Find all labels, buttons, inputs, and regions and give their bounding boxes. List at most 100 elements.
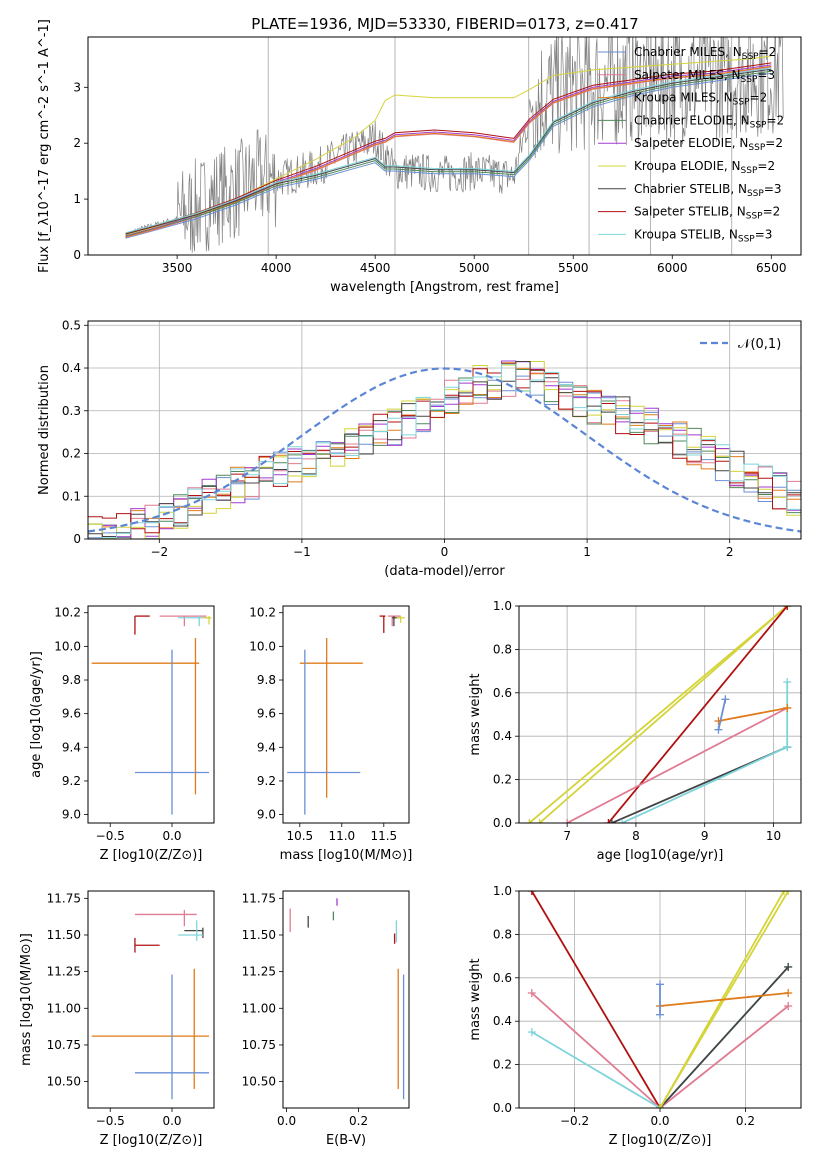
legend-subscript: SSP [747, 189, 764, 199]
mass_vs_Z-ytick-label: 11.50 [47, 928, 81, 942]
legend-count: =2 [759, 45, 777, 59]
residuals-frame [87, 320, 802, 540]
age_vs_mass-ytick-label: 9.0 [257, 808, 276, 822]
weight_vs_Z-ytick-label: 1.0 [493, 884, 512, 898]
residuals-plot-area [88, 360, 801, 539]
mass_vs_ebv-xlabel: E(B-V) [326, 1133, 366, 1148]
mass_vs_Z-ytick-label: 11.75 [47, 891, 81, 905]
weight_vs_age-axes: 7 8 9 10 0.0 0.2 0.4 0.6 0.8 1.0 age [log10(age/yr… [468, 599, 802, 863]
spectrum-ylabel: Flux [f_λ10^-17 erg cm^-2 s^-1 A^-1] [37, 19, 52, 273]
spectrum-xtick-label: 6000 [657, 261, 688, 275]
mass_vs_ebv-frame [282, 890, 410, 1109]
residuals-xtick-label: −1 [293, 545, 311, 559]
residuals-xtick-label: 0 [441, 545, 449, 559]
age_vs_Z-xtick-label: 0.0 [162, 829, 181, 843]
legend-subscript: SSP [742, 52, 759, 62]
weight_vs_age-ytick-label: 0.0 [493, 816, 512, 830]
weight_vs_Z-ytick-label: 0.6 [493, 971, 512, 985]
legend-label-chabrier_elodie: Chabrier ELODIE, NSSP=2 [634, 113, 784, 130]
weight_vs_age-line-kroupa_elodie [539, 606, 788, 823]
weight_vs_Z-ytick-label: 0.8 [493, 927, 512, 941]
weight_vs_age-ytick-label: 0.4 [493, 729, 512, 743]
spectrum-ytick-label: 0 [73, 248, 81, 262]
age_vs_Z-axes: −0.5 0.0 9.0 9.2 9.4 9.6 9.8 10.0 10.2 Z [log10(Z… [29, 605, 215, 863]
residuals-axes: −2 −1 0 1 2 0 0.1 0.2 0.3 0.4 0.5 (data-model)/erro… [37, 318, 802, 579]
weight_vs_age-line-kroupa_stelib [621, 746, 788, 823]
age_vs_Z-ytick-label: 10.2 [54, 606, 81, 620]
spectrum-plot-area [125, 37, 784, 255]
weight_vs_age-xtick-label: 7 [563, 829, 571, 843]
age_vs_Z-plot-area [91, 615, 212, 815]
residuals-xlabel: (data-model)/error [384, 564, 505, 579]
legend-count: =3 [755, 227, 773, 241]
mass_vs_Z-xtick-label: −0.5 [96, 1114, 125, 1128]
age_vs_mass-ytick-label: 9.2 [257, 774, 276, 788]
weight_vs_age-line-chabrier_miles [717, 699, 727, 730]
spectrum-model-chabrier_elodie [125, 70, 772, 237]
spectrum-model-salpeter_stelib [125, 62, 772, 234]
age_vs_Z-ytick-label: 10.0 [54, 639, 81, 653]
age_vs_mass-ytick-label: 9.4 [257, 740, 276, 754]
age_vs_Z-xlabel: Z [log10(Z/Z⊙)] [100, 848, 203, 863]
age_vs_mass-ytick-label: 9.8 [257, 673, 276, 687]
mass_vs_Z-ytick-label: 11.00 [47, 1001, 81, 1015]
mass_vs_Z-frame [87, 890, 215, 1109]
spectrum-ytick-label: 1 [73, 192, 81, 206]
weight_vs_age-line-kroupa_miles [718, 707, 788, 722]
age_vs_mass-ytick-label: 10.0 [249, 639, 276, 653]
spectrum-xtick-label: 4000 [261, 261, 292, 275]
weight_vs_Z-plot-area [527, 891, 793, 1108]
age_vs_Z-xtick-label: −0.5 [96, 829, 125, 843]
weight_vs_Z-axes: −0.2 0.0 0.2 0.0 0.2 0.4 0.6 0.8 1.0 Z [log10(Z/Z… [468, 884, 802, 1148]
mass_vs_Z-ytick-label: 11.25 [47, 965, 81, 979]
normal-curve [88, 367, 801, 533]
spectrum-xtick-label: 4500 [360, 261, 391, 275]
age_vs_Z-ytick-label: 9.4 [62, 740, 81, 754]
legend-count: =3 [757, 68, 775, 82]
spectrum-xtick-label: 6500 [756, 261, 787, 275]
age_vs_Z-ytick-label: 9.2 [62, 774, 81, 788]
residuals-ytick-label: 0.4 [62, 361, 81, 375]
legend-count: =2 [765, 136, 783, 150]
mass_vs_Z-ytick-label: 10.50 [47, 1075, 81, 1089]
spectrum-axes: 3500 4000 4500 5000 5500 6000 6500 0 1 2 3 waveleng… [37, 19, 802, 295]
legend-subscript: SSP [750, 120, 767, 130]
mass_vs_ebv-xtick-label: 0.0 [277, 1114, 296, 1128]
legend-label-kroupa_miles: Kroupa MILES, NSSP=2 [634, 91, 767, 108]
legend-label-salpeter_elodie: Salpeter ELODIE, NSSP=2 [634, 136, 783, 153]
weight_vs_age-xtick-label: 10 [766, 829, 781, 843]
weight_vs_age-ylabel: mass weight [468, 673, 483, 755]
legend-subscript: SSP [741, 75, 758, 85]
histogram-kroupa_stelib [88, 363, 801, 539]
legend-subscript: SSP [746, 212, 763, 222]
weight_vs_age-line-kroupa_elodie [528, 606, 788, 823]
spectrum-xtick-label: 5500 [558, 261, 589, 275]
age_vs_Z-ytick-label: 9.8 [62, 673, 81, 687]
spectrum-model-chabrier_stelib [125, 68, 772, 235]
legend-subscript: SSP [741, 166, 758, 176]
age_vs_Z-ytick-label: 9.0 [62, 808, 81, 822]
spectrum-ytick-label: 3 [73, 80, 81, 94]
weight_vs_Z-xtick-label: 0.2 [736, 1114, 755, 1128]
weight_vs_age-xtick-label: 8 [632, 829, 640, 843]
residuals-ylabel: Normed distribution [37, 365, 52, 495]
mass_vs_ebv-axes: 0.0 0.2 10.50 10.75 11.00 11.25 11.50 11.75 E(B-… [242, 890, 410, 1148]
mass_vs_Z-axes: −0.5 0.0 10.50 10.75 11.00 11.25 11.50 11.75 Z [… [19, 890, 215, 1148]
weight_vs_Z-line-kroupa_miles [659, 992, 789, 1007]
weight_vs_Z-ylabel: mass weight [468, 958, 483, 1040]
legend-count: =2 [757, 159, 775, 173]
weight_vs_Z-line-salpeter_stelib [531, 891, 661, 1108]
mass_vs_ebv-ytick-label: 11.50 [242, 928, 276, 942]
spectrum-model-chabrier_miles [125, 72, 772, 239]
residuals-ytick-label: 0 [73, 532, 81, 546]
spectrum-model-salpeter_elodie [125, 64, 772, 236]
mass_vs_Z-ylabel: mass [log10(M/M⊙)] [19, 933, 34, 1066]
spectrum-model-kroupa_miles [125, 65, 772, 238]
weight_vs_age-xlabel: age [log10(age/yr)] [597, 848, 724, 863]
weight_vs_Z-line-chabrier_stelib [659, 966, 789, 1108]
spectrum-model-salpeter_miles [125, 66, 772, 238]
weight_vs_Z-ytick-label: 0.4 [493, 1014, 512, 1028]
mass_vs_ebv-xtick-label: 0.2 [349, 1114, 368, 1128]
weight_vs_Z-xtick-label: −0.2 [560, 1114, 589, 1128]
age_vs_mass-xlabel: mass [log10(M/M⊙)] [280, 848, 413, 863]
